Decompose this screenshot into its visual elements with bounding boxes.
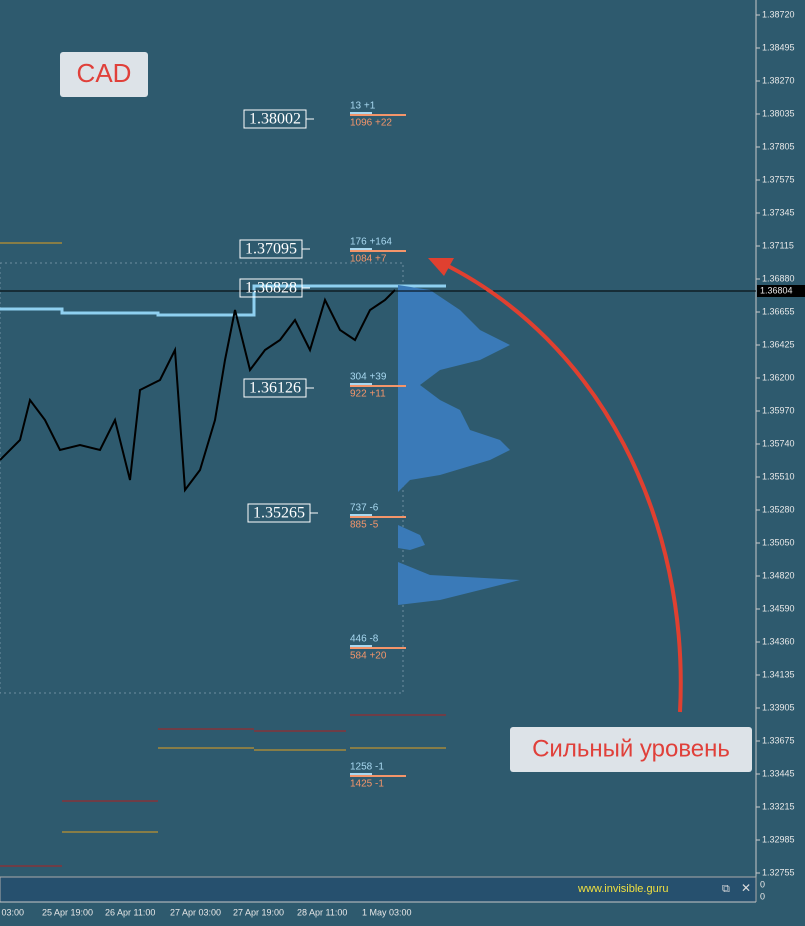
time-tick: 26 Apr 11:00 (105, 907, 155, 917)
level-lines-red (0, 714, 446, 867)
price-tick: 1.35510 (762, 471, 795, 481)
price-tick: 1.37115 (762, 240, 794, 250)
volume-lower: 584 +20 (350, 651, 387, 662)
level-price: 1.36126 (249, 380, 301, 397)
close-button[interactable]: ✕ (741, 881, 751, 895)
time-axis (0, 902, 805, 926)
current-price: 1.36804 (760, 285, 793, 295)
volume-upper: 446 -8 (350, 634, 379, 645)
arrow-head (428, 258, 454, 276)
price-tick: 1.37805 (762, 141, 795, 151)
volume-lower: 1084 +7 (350, 254, 387, 265)
volume-lower: 1096 +22 (350, 118, 392, 129)
price-tick: 1.35740 (762, 438, 795, 448)
price-tick: 1.35050 (762, 537, 795, 547)
note-box (510, 727, 752, 772)
volume-upper: 304 +39 (350, 372, 387, 383)
price-tick: 1.36880 (762, 273, 795, 283)
price-tick: 1.37575 (762, 174, 795, 184)
symbol-box (60, 52, 148, 97)
price-tick: 1.38270 (762, 75, 795, 85)
profile-frame (0, 262, 404, 694)
subwindow-tick: 0 (760, 879, 765, 889)
time-tick: 27 Apr 03:00 (170, 907, 221, 917)
price-tick: 1.33905 (762, 702, 795, 712)
price-tick: 1.32985 (762, 834, 795, 844)
price-tick: 1.34820 (762, 570, 795, 580)
level-lines (0, 242, 446, 833)
volume-upper: 176 +164 (350, 237, 392, 248)
volume-upper: 737 -6 (350, 503, 379, 514)
price-tick: 1.32755 (762, 867, 795, 877)
volume-profile (398, 285, 520, 605)
price-tick: 1.33445 (762, 768, 795, 778)
price-tick: 1.36655 (762, 306, 795, 316)
time-tick: r 03:00 (0, 907, 24, 917)
indicator-panel (0, 876, 757, 903)
price-path (0, 289, 396, 493)
volume-upper: 13 +1 (350, 101, 376, 112)
price-tick: 1.38495 (762, 42, 795, 52)
price-tick: 1.34135 (762, 669, 795, 679)
note: Сильный уровень (532, 735, 730, 762)
price-tick: 1.38720 (762, 9, 795, 19)
price-tick: 1.33215 (762, 801, 795, 811)
price-tick: 1.34590 (762, 603, 795, 613)
time-tick: 1 May 03:00 (362, 907, 412, 917)
time-tick: 27 Apr 19:00 (233, 907, 284, 917)
price-tick: 1.37345 (762, 207, 795, 217)
price-tick: 1.35280 (762, 504, 795, 514)
price-tick: 1.34360 (762, 636, 795, 646)
volume-lower: 1425 -1 (350, 779, 384, 790)
volume-upper: 1258 -1 (350, 762, 384, 773)
price-tick: 1.36425 (762, 339, 795, 349)
volume-lower: 922 +11 (350, 389, 386, 400)
price-tick: 1.36200 (762, 372, 795, 382)
price-tick: 1.33675 (762, 735, 795, 745)
level-price: 1.36828 (245, 280, 297, 297)
level-price: 1.38002 (249, 111, 301, 128)
level-price: 1.35265 (253, 505, 305, 522)
restore-button[interactable]: ⧉ (722, 883, 730, 895)
arrow (439, 260, 683, 713)
time-tick: 28 Apr 11:00 (297, 907, 347, 917)
volume-lower: 885 -5 (350, 520, 379, 531)
current-price-box (757, 285, 805, 297)
symbol: CAD (77, 58, 132, 88)
time-tick: 25 Apr 19:00 (42, 907, 93, 917)
level-price: 1.37095 (245, 241, 297, 258)
site: www.invisible.guru (577, 883, 668, 895)
subwindow-tick: 0 (760, 891, 765, 901)
price-tick: 1.35970 (762, 405, 795, 415)
price-tick: 1.38035 (762, 108, 795, 118)
